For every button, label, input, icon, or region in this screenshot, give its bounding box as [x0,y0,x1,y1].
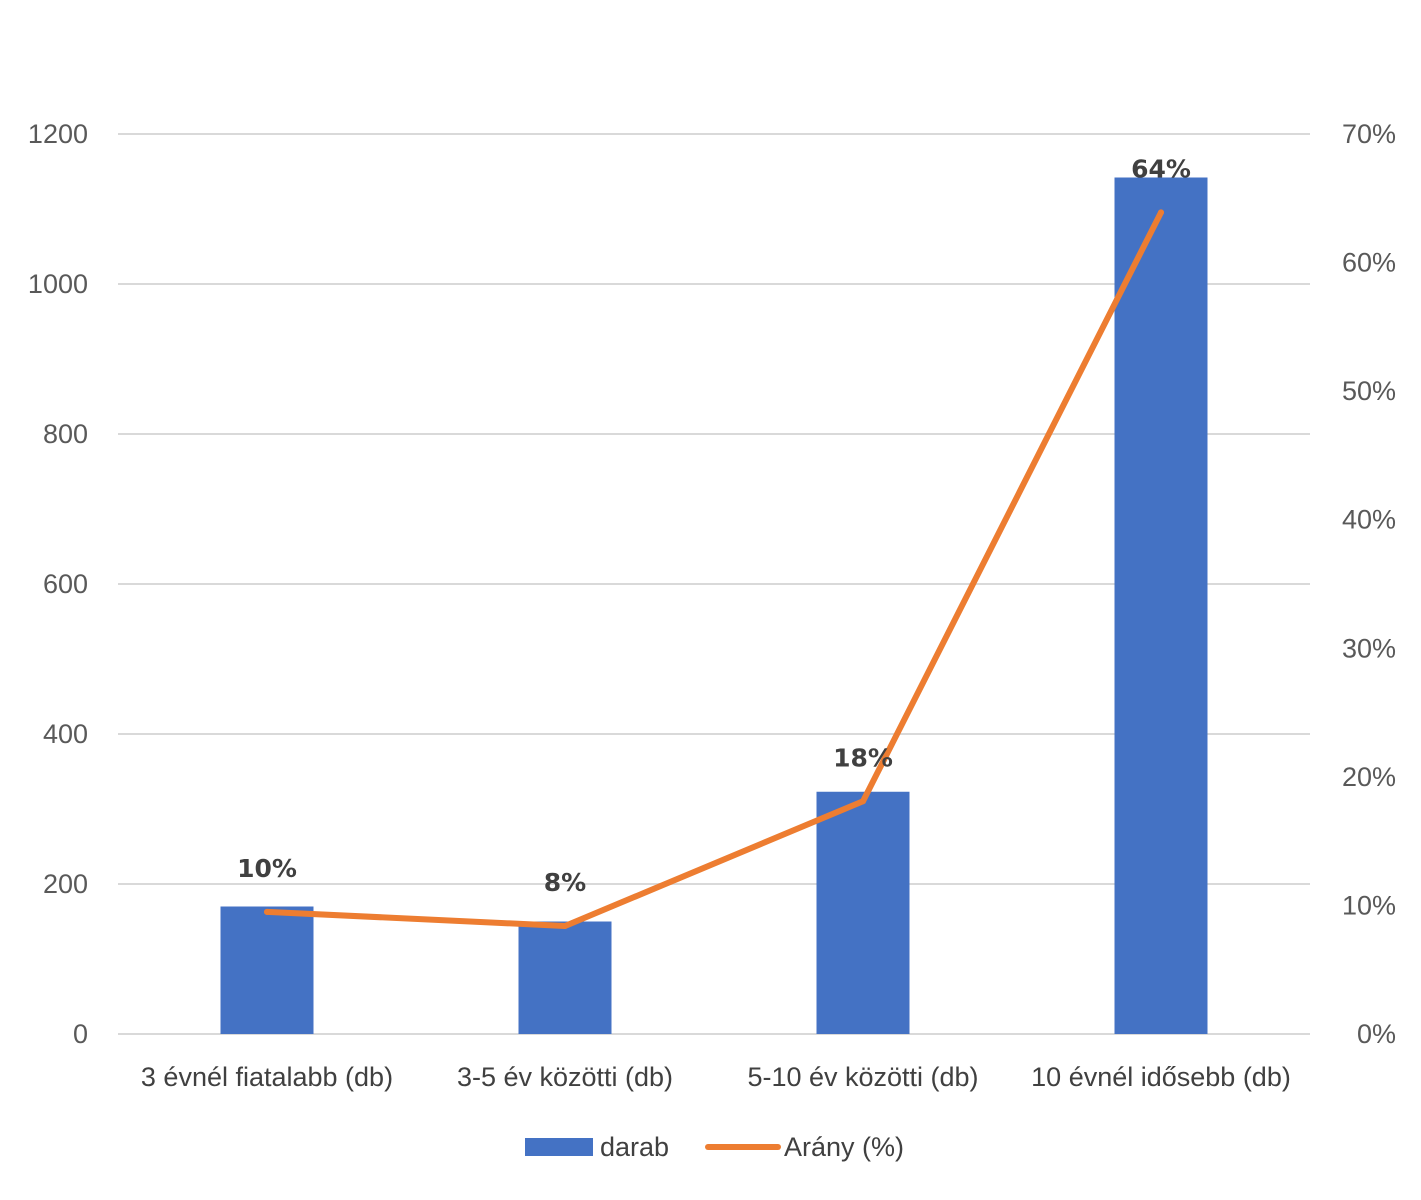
legend: darab Arány (%) [525,1132,904,1162]
line-point [860,798,866,805]
left-tick-label: 0 [73,1019,88,1049]
right-tick-label: 70% [1342,119,1396,149]
category-label: 3-5 év közötti (db) [457,1062,673,1092]
left-tick-label: 1200 [28,119,88,149]
right-tick-label: 50% [1342,376,1396,406]
category-label: 10 évnél idősebb (db) [1031,1062,1291,1092]
legend-label-darab: darab [600,1132,669,1162]
right-tick-label: 20% [1342,762,1396,792]
legend-label-arany: Arány (%) [784,1132,904,1162]
left-tick-label: 400 [43,719,88,749]
left-tick-label: 1000 [28,269,88,299]
bar [816,791,910,1034]
left-tick-label: 600 [43,569,88,599]
right-tick-label: 0% [1357,1019,1396,1049]
legend-swatch-darab [525,1138,593,1156]
right-axis-ticks: 0% 10% 20% 30% 40% 50% 60% 70% [1342,119,1396,1049]
line-series-arany [264,209,1164,929]
bar [1114,177,1208,1034]
right-tick-label: 10% [1342,890,1396,920]
left-tick-label: 800 [43,419,88,449]
line-point [562,923,568,929]
data-label: 18% [833,743,893,772]
category-label: 5-10 év közötti (db) [747,1062,978,1092]
data-label: 64% [1131,154,1191,183]
data-label: 8% [544,868,586,897]
bar [220,906,314,1034]
series-line [264,209,1164,929]
data-label: 10% [237,854,297,883]
bar-series-darab [220,177,1208,1034]
gridlines [118,133,1310,1035]
left-tick-label: 200 [43,869,88,899]
line-point [1158,209,1164,216]
category-labels: 3 évnél fiatalabb (db) 3-5 év közötti (db… [141,1062,1291,1092]
right-tick-label: 40% [1342,505,1396,535]
left-axis-ticks: 0 200 400 600 800 1000 1200 [28,119,88,1049]
bar [518,921,612,1034]
category-label: 3 évnél fiatalabb (db) [141,1062,393,1092]
right-tick-label: 60% [1342,248,1396,278]
line-point [264,908,270,915]
right-tick-label: 30% [1342,633,1396,663]
data-labels: 10% 8% 18% 64% [237,154,1191,897]
